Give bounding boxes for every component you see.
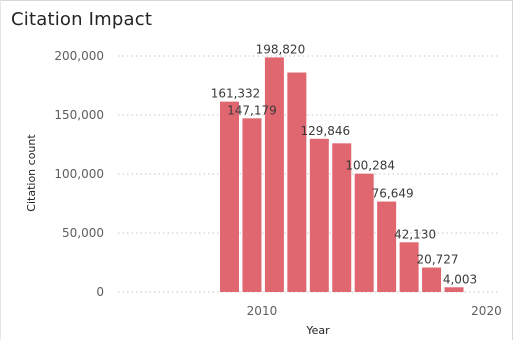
bar-2019[interactable] xyxy=(444,287,464,292)
bar-2014[interactable] xyxy=(332,143,352,292)
data-label-2019: 4,003 xyxy=(443,272,477,286)
bar-2017[interactable] xyxy=(399,242,419,292)
bar-2009[interactable] xyxy=(220,101,239,293)
bars xyxy=(220,57,464,293)
bar-2018[interactable] xyxy=(422,267,442,292)
data-labels: 161,332 147,179 198,820 129,846 100,284 76,64… xyxy=(211,42,477,286)
y-tick-label: 100,000 xyxy=(54,167,104,181)
y-axis-ticks: 0 50,000 100,000 150,000 200,000 xyxy=(54,49,104,299)
x-axis-title: Year xyxy=(305,324,330,337)
x-axis-ticks: 2010 2020 xyxy=(247,304,502,318)
data-label-2016: 76,649 xyxy=(372,187,414,201)
y-tick-label: 0 xyxy=(96,285,104,299)
data-label-2011: 198,820 xyxy=(256,42,306,56)
chart-title: Citation Impact xyxy=(11,9,153,30)
gridlines xyxy=(118,55,498,293)
data-label-2009: 161,332 xyxy=(211,87,261,101)
bar-2012[interactable] xyxy=(287,72,307,293)
x-tick-label: 2020 xyxy=(471,304,502,318)
data-label-2013: 129,846 xyxy=(300,124,350,138)
bar-2016[interactable] xyxy=(377,201,397,292)
y-tick-label: 150,000 xyxy=(54,108,104,122)
bar-2015[interactable] xyxy=(354,173,374,292)
data-label-2010: 147,179 xyxy=(227,103,277,117)
y-tick-label: 200,000 xyxy=(54,49,104,63)
bar-2011[interactable] xyxy=(264,57,284,293)
x-tick-label: 2010 xyxy=(247,304,278,318)
bar-2013[interactable] xyxy=(309,138,329,292)
y-tick-label: 50,000 xyxy=(62,226,104,240)
data-label-2018: 20,727 xyxy=(417,253,459,267)
bar-2010[interactable] xyxy=(242,118,262,292)
data-label-2015: 100,284 xyxy=(345,159,395,173)
data-label-2017: 42,130 xyxy=(394,227,436,241)
y-axis-title: Citation count xyxy=(25,134,38,212)
